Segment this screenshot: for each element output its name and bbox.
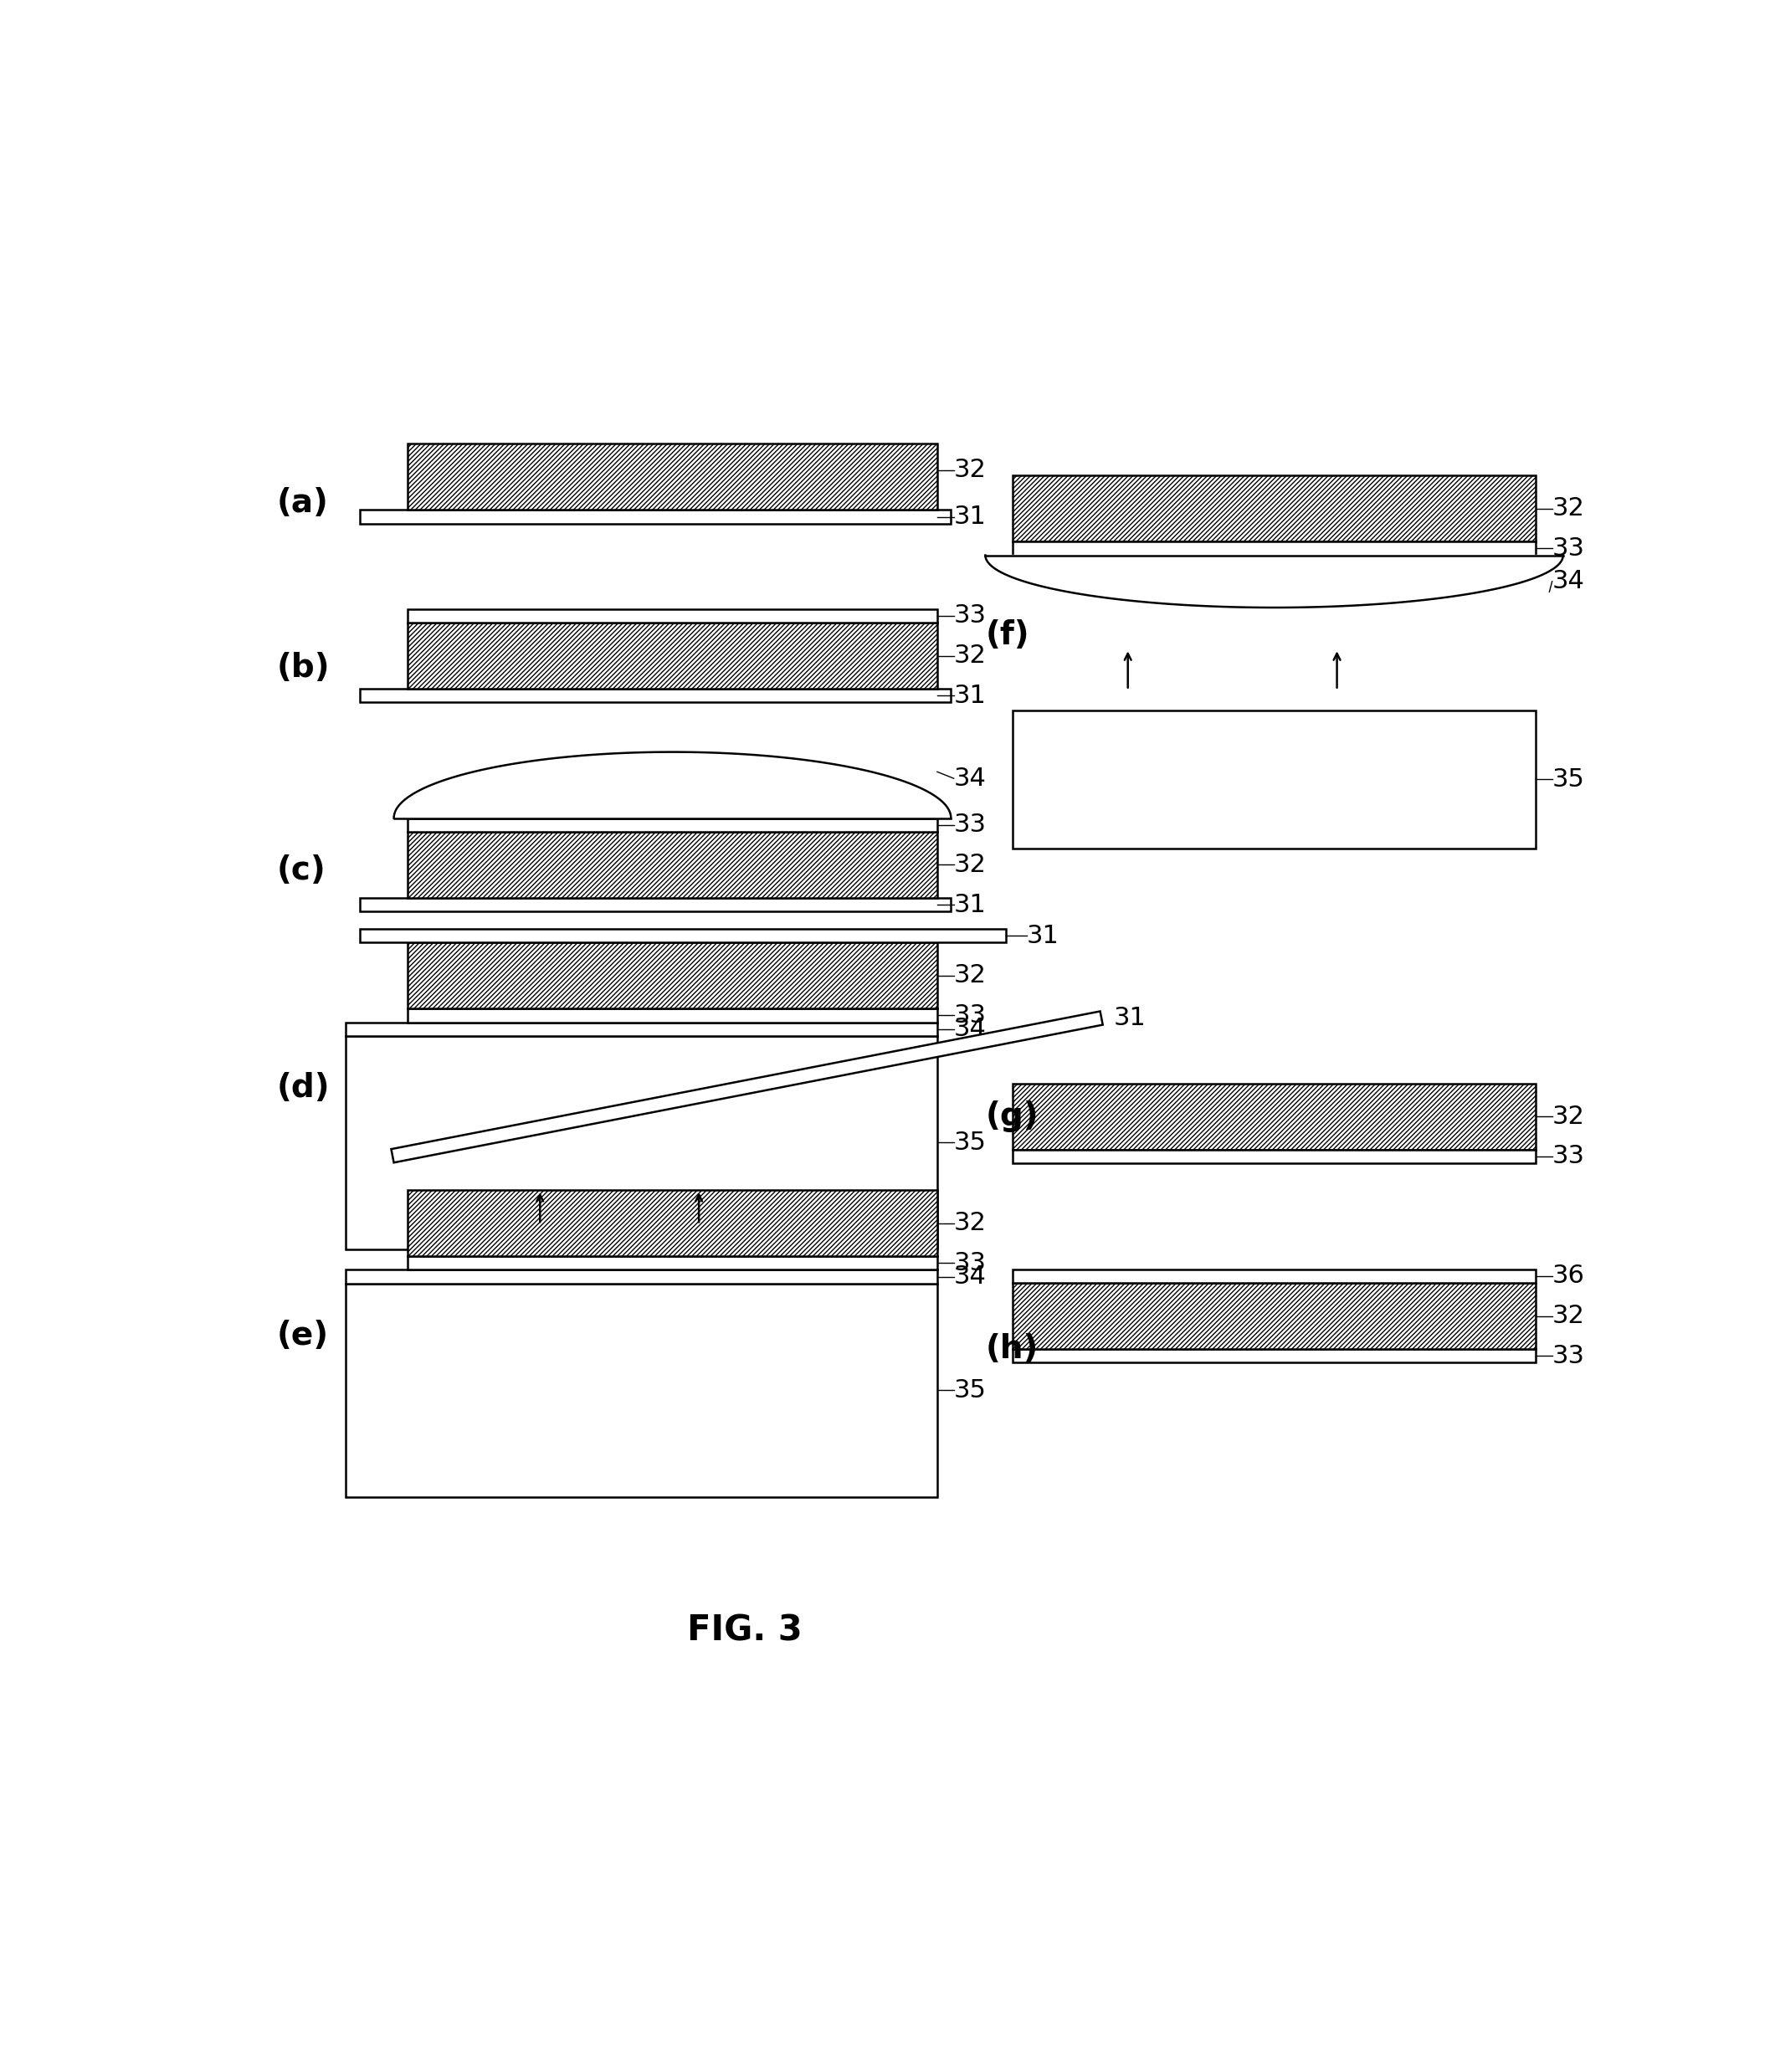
Text: (e): (e) [277,1320,328,1351]
Text: 34: 34 [953,1017,987,1042]
Text: 32: 32 [953,458,987,483]
Bar [359,897,951,912]
Text: 35: 35 [953,1378,987,1403]
Text: (d): (d) [277,1071,330,1104]
Bar [346,1021,937,1036]
Bar [1014,1349,1535,1363]
Text: 32: 32 [1551,1303,1585,1328]
Text: 32: 32 [953,854,987,876]
Bar [408,624,937,688]
Text: (f): (f) [985,620,1030,651]
Polygon shape [390,1011,1102,1162]
Text: 32: 32 [1551,1104,1585,1129]
Bar [359,510,951,524]
Text: 35: 35 [953,1131,987,1154]
Text: 34: 34 [1551,570,1585,593]
Bar [359,928,1006,943]
Text: 33: 33 [1551,537,1585,562]
Text: (b): (b) [277,653,330,684]
Polygon shape [985,555,1564,607]
Text: 32: 32 [953,963,987,988]
Text: 31: 31 [1026,924,1060,947]
Bar [408,831,937,897]
Text: FIG. 3: FIG. 3 [687,1614,802,1649]
Bar [408,1256,937,1270]
Text: 31: 31 [1115,1005,1147,1030]
Bar [346,1036,937,1249]
Text: 33: 33 [953,1251,987,1274]
Text: (a): (a) [277,487,328,518]
Text: 34: 34 [953,767,987,792]
Text: (c): (c) [277,854,327,887]
Text: 33: 33 [953,1003,987,1028]
Bar [1014,1084,1535,1150]
Text: 32: 32 [953,1210,987,1235]
Text: 32: 32 [953,644,987,667]
Bar [346,1270,937,1285]
Text: 33: 33 [953,603,987,628]
Text: (h): (h) [985,1332,1038,1365]
Bar [408,1009,937,1021]
Bar [1014,711,1535,847]
Polygon shape [394,752,951,818]
Text: 34: 34 [953,1264,987,1289]
Text: 33: 33 [1551,1144,1585,1169]
Bar [1014,1283,1535,1349]
Bar [346,1285,937,1496]
Text: (g): (g) [985,1100,1038,1133]
Bar [408,818,937,831]
Bar [408,943,937,1009]
Bar [359,688,951,702]
Bar [1014,541,1535,555]
Text: 31: 31 [953,506,987,528]
Text: 35: 35 [1551,767,1585,792]
Text: 31: 31 [953,684,987,709]
Text: 33: 33 [1551,1345,1585,1368]
Bar [1014,1270,1535,1283]
Text: 31: 31 [953,893,987,916]
Bar [408,609,937,624]
Bar [1014,1150,1535,1162]
Text: 32: 32 [1551,497,1585,520]
Bar [408,1189,937,1256]
Text: 36: 36 [1551,1264,1585,1289]
Bar [408,443,937,510]
Bar [1014,474,1535,541]
Text: 33: 33 [953,812,987,837]
